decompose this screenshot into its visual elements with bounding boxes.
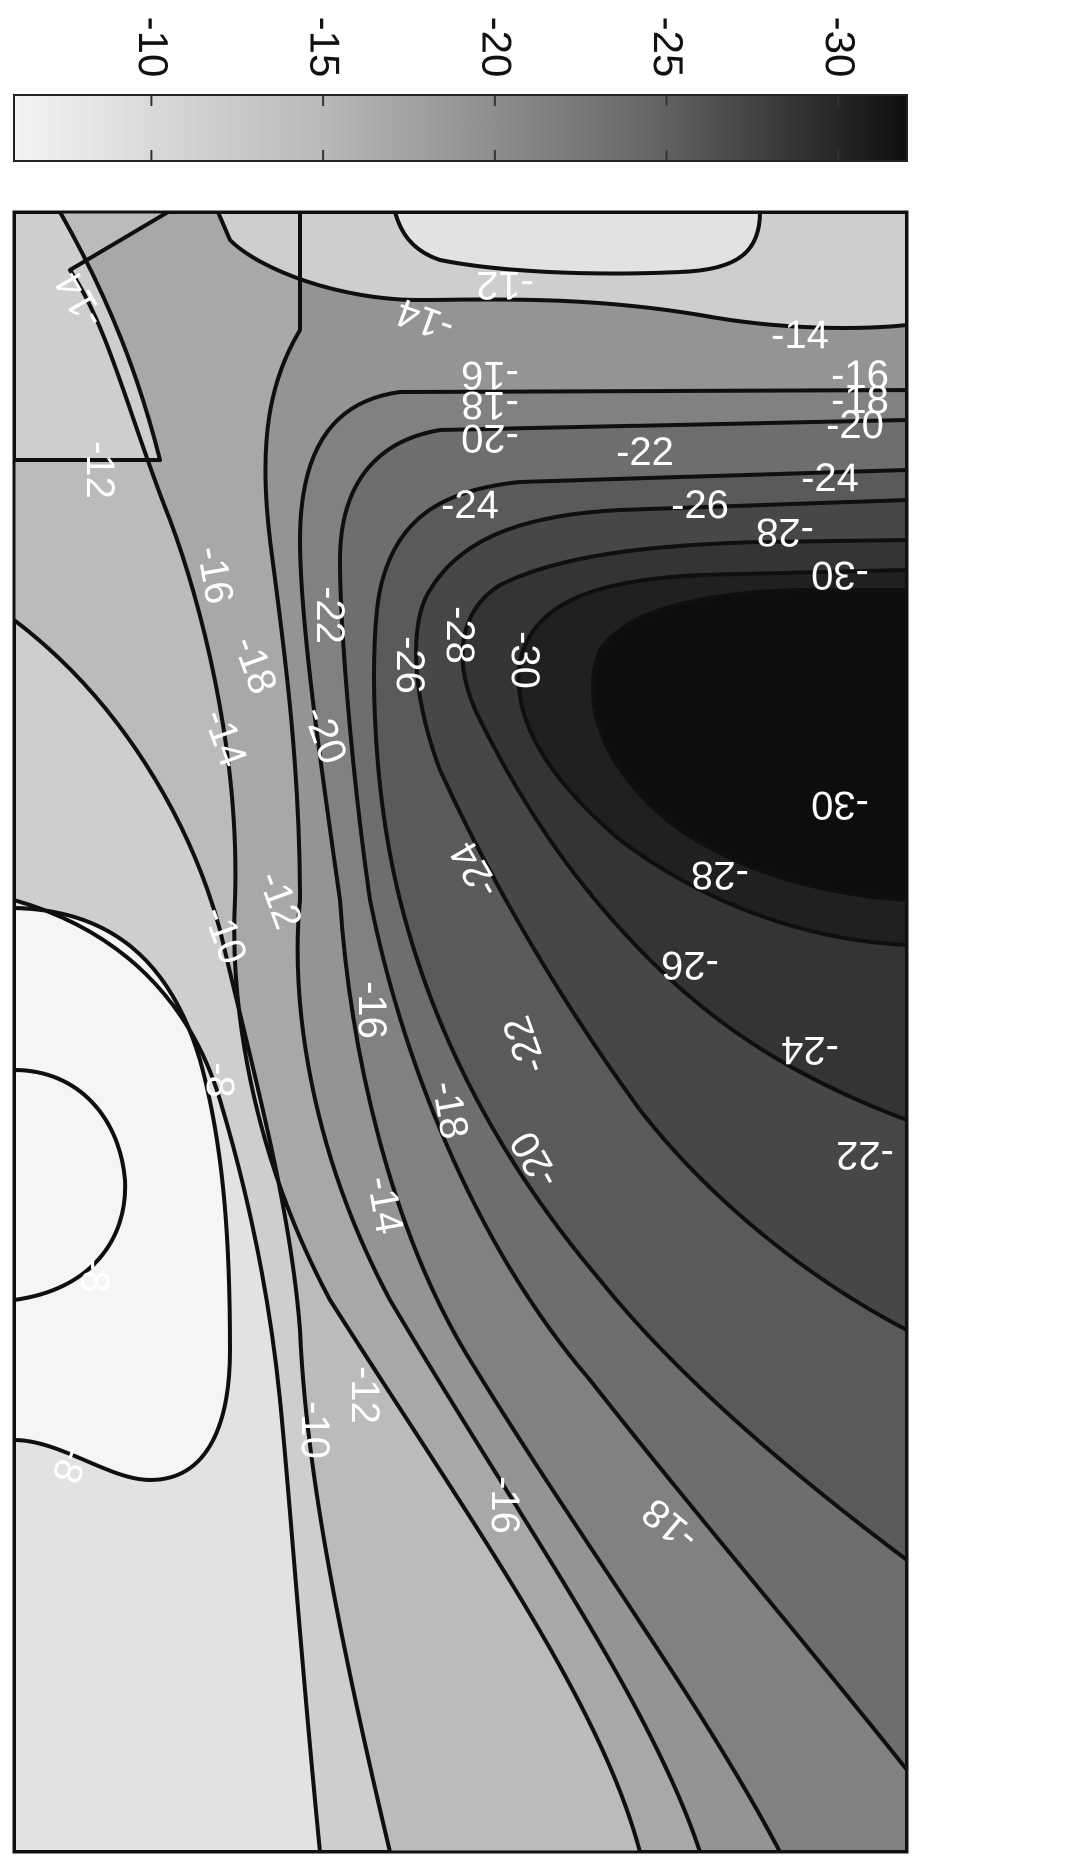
contour-line [590, 588, 907, 902]
contour-label: -30 [811, 553, 869, 597]
contour-line [298, 388, 907, 1852]
contour-label: -28 [438, 606, 482, 664]
contour-label: -22 [616, 430, 674, 474]
contour-label: -26 [671, 483, 729, 527]
contour-line [338, 418, 907, 1772]
contour-label: -16 [483, 1476, 527, 1534]
contour-line [263, 212, 907, 1852]
contour-label: -14 [771, 313, 829, 357]
contour-label: -16 [350, 981, 394, 1039]
colorbar-gradient [13, 94, 908, 162]
contour-label: -26 [388, 636, 432, 694]
contour-label: -8 [198, 1062, 242, 1098]
colorbar-tick-label: -20 [473, 17, 520, 78]
colorbar-tick-label: -10 [130, 17, 177, 78]
contour-label: -30 [811, 783, 869, 827]
contour-label: -16 [831, 353, 889, 397]
contour-fill [395, 212, 760, 274]
contour-label: -28 [691, 853, 749, 897]
colorbar-tick-label: -15 [302, 17, 349, 78]
colorbar-tick-label: -30 [817, 17, 864, 78]
contour-line [414, 498, 907, 1332]
contour-label: -16 [461, 353, 519, 397]
contour-label: -20 [826, 403, 884, 447]
contour-line [393, 212, 762, 276]
contour-label: -14 [358, 1173, 411, 1238]
contour-fill [14, 212, 160, 460]
contour-label: -22 [308, 586, 352, 644]
contour-lines [14, 212, 907, 1852]
contour-line [216, 212, 907, 330]
contour-line [14, 1068, 128, 1302]
contour-line [460, 538, 907, 1122]
contour-label: -12 [476, 263, 534, 307]
contour-label: -10 [293, 1401, 337, 1459]
contour-label: -18 [831, 378, 889, 422]
contour-label: -18 [423, 1078, 476, 1143]
contour-label: -12 [343, 1366, 387, 1424]
contour-label: -20 [461, 416, 519, 460]
contour-label: -28 [756, 510, 814, 554]
contour-label: -24 [781, 1028, 839, 1072]
colorbar-ticks: -10 -15 -20 -25 -30 [130, 17, 864, 160]
contour-line [68, 212, 907, 1852]
contour-label: -24 [801, 456, 859, 500]
contour-fill [14, 1070, 126, 1300]
contour-line [516, 568, 907, 947]
contour-label: -18 [461, 383, 519, 427]
contour-line [14, 906, 232, 1482]
contour-label: -8 [73, 1257, 117, 1293]
contour-line [14, 618, 392, 1852]
contour-line [14, 212, 162, 462]
contour-label: -16 [188, 543, 241, 608]
plot-area: -14-12-12-14-16-18-20 -22-24-14-16-18-20-… [12, 210, 909, 1854]
contour-label: -22 [836, 1133, 894, 1177]
colorbar: -10 -15 -20 -25 -30 [13, 17, 908, 162]
contour-label: -12 [78, 441, 122, 499]
plot-frame [12, 210, 909, 1854]
contour-line [372, 468, 907, 1562]
contour-label: -24 [441, 483, 499, 527]
colorbar-tick-label: -25 [645, 17, 692, 78]
contour-label: -30 [503, 631, 547, 689]
contour-line [14, 898, 322, 1852]
contour-label: -26 [661, 943, 719, 987]
